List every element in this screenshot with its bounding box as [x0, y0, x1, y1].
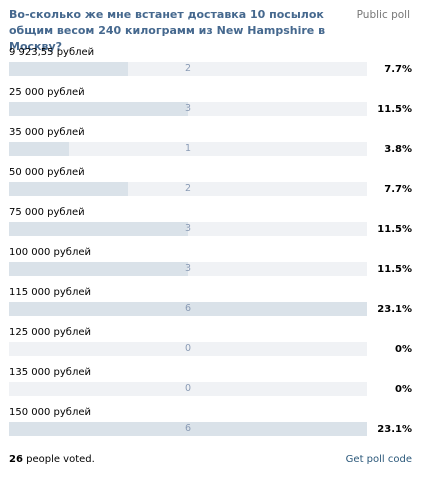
poll-option-label: 115 000 рублей — [9, 287, 92, 298]
poll-option-percent: 3.8% — [384, 144, 412, 155]
poll-option-bar-fill — [9, 262, 188, 276]
poll-option-bar: 2 — [9, 62, 367, 76]
poll-option: 50 000 рублей 2 7.7% — [9, 162, 412, 202]
poll-option-bar: 3 — [9, 222, 367, 236]
poll-option-label: 125 000 рублей — [9, 327, 92, 338]
poll-option-bar-fill — [9, 302, 367, 316]
poll-option-percent: 7.7% — [384, 64, 412, 75]
poll-option-bar-fill — [9, 62, 128, 76]
poll-option-bar: 2 — [9, 182, 367, 196]
poll-option: 125 000 рублей 0 0% — [9, 322, 412, 362]
poll-option-label: 100 000 рублей — [9, 247, 92, 258]
voted-summary: 26 people voted. — [9, 452, 95, 468]
poll-option-bar-fill — [9, 142, 69, 156]
poll-option-label: 135 000 рублей — [9, 367, 92, 378]
poll-option-vote-count: 6 — [184, 423, 192, 434]
poll-option-bar: 6 — [9, 302, 367, 316]
poll-option-vote-count: 2 — [184, 63, 192, 74]
poll-option-vote-count: 0 — [184, 383, 192, 394]
poll-option-vote-count: 2 — [184, 183, 192, 194]
voted-suffix: people voted. — [22, 454, 95, 465]
poll-option-bar-fill — [9, 422, 367, 436]
poll-option: 35 000 рублей 1 3.8% — [9, 122, 412, 162]
poll-option: 115 000 рублей 6 23.1% — [9, 282, 412, 322]
poll-option-label: 75 000 рублей — [9, 207, 85, 218]
poll-option-percent: 11.5% — [377, 224, 412, 235]
poll-option-percent: 23.1% — [377, 424, 412, 435]
poll-option-percent: 11.5% — [377, 264, 412, 275]
poll-option: 9 923,55 рублей 2 7.7% — [9, 42, 412, 82]
poll-option: 150 000 рублей 6 23.1% — [9, 402, 412, 442]
poll-option-vote-count: 3 — [184, 103, 192, 114]
poll-option-percent: 0% — [395, 384, 412, 395]
poll-option-vote-count: 6 — [184, 303, 192, 314]
poll-option-bar: 3 — [9, 102, 367, 116]
poll-option-bar: 1 — [9, 142, 367, 156]
poll-option-percent: 0% — [395, 344, 412, 355]
poll-option-vote-count: 3 — [184, 263, 192, 274]
poll-option-bar: 3 — [9, 262, 367, 276]
poll-option-label: 150 000 рублей — [9, 407, 92, 418]
poll-option-bar-fill — [9, 222, 188, 236]
poll-option-label: 50 000 рублей — [9, 167, 85, 178]
poll-option-bar: 0 — [9, 342, 367, 356]
get-poll-code-link[interactable]: Get poll code — [345, 454, 412, 465]
poll-option-percent: 11.5% — [377, 104, 412, 115]
poll-options: 9 923,55 рублей 2 7.7% 25 000 рублей 3 11.5% 3… — [9, 42, 412, 442]
poll-option-bar: 6 — [9, 422, 367, 436]
poll-option-label: 25 000 рублей — [9, 87, 85, 98]
poll-question: Во-сколько же мне встанет доставка 10 по… — [9, 8, 326, 53]
poll-option-bar-fill — [9, 182, 128, 196]
poll-option-vote-count: 0 — [184, 343, 192, 354]
poll-type-label: Public poll — [356, 9, 410, 21]
poll-option-bar-fill — [9, 102, 188, 116]
poll-option-vote-count: 3 — [184, 223, 192, 234]
poll-option-label: 9 923,55 рублей — [9, 47, 95, 58]
poll-option: 135 000 рублей 0 0% — [9, 362, 412, 402]
poll-option: 75 000 рублей 3 11.5% — [9, 202, 412, 242]
poll-option-percent: 7.7% — [384, 184, 412, 195]
poll-option: 25 000 рублей 3 11.5% — [9, 82, 412, 122]
poll-option-bar: 0 — [9, 382, 367, 396]
poll-option-label: 35 000 рублей — [9, 127, 85, 138]
poll-footer: 26 people voted. Get poll code — [9, 452, 412, 468]
voted-count: 26 — [9, 454, 23, 465]
poll-option-vote-count: 1 — [184, 143, 192, 154]
poll-option-percent: 23.1% — [377, 304, 412, 315]
poll-option: 100 000 рублей 3 11.5% — [9, 242, 412, 282]
poll-header: Во-сколько же мне встанет доставка 10 по… — [9, 6, 412, 53]
